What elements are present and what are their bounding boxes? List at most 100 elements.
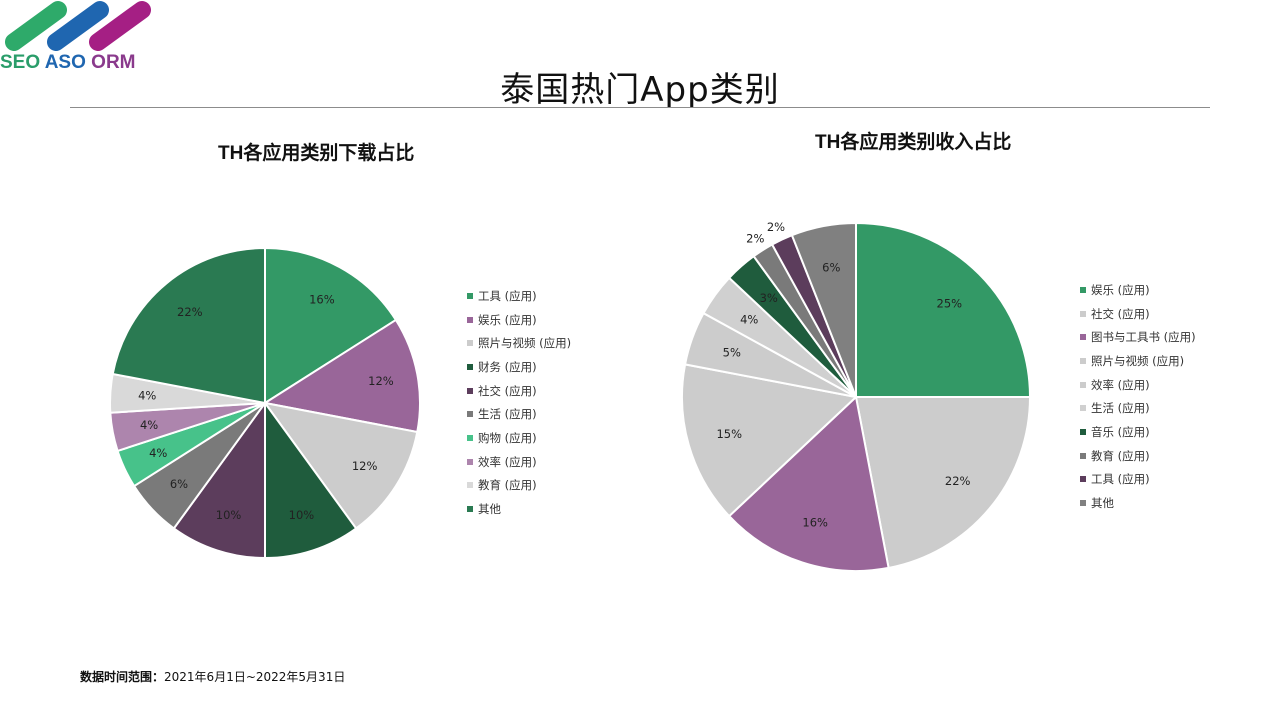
legend-swatch-icon <box>467 340 473 347</box>
legend-label: 图书与工具书 (应用) <box>1091 330 1196 345</box>
legend-swatch-icon <box>467 458 473 465</box>
legend-swatch-icon <box>1080 476 1086 483</box>
slice-data-label: 16% <box>309 293 335 307</box>
legend-swatch-icon <box>1080 405 1086 412</box>
pie-slice <box>264 246 398 405</box>
slice-data-label: 4% <box>149 446 167 460</box>
legend-item: 财务 (应用) <box>467 355 571 379</box>
legend-swatch-icon <box>1080 428 1086 435</box>
slice-data-label: 3% <box>760 291 778 305</box>
slice-data-label: 6% <box>170 477 188 491</box>
slice-data-label: 12% <box>368 374 394 388</box>
slice-data-label: 4% <box>140 418 158 432</box>
slice-data-label: 10% <box>289 508 315 522</box>
legend-label: 购物 (应用) <box>478 430 537 445</box>
legend-swatch-icon <box>467 434 473 441</box>
title-divider <box>70 107 1210 108</box>
pie-slice <box>727 395 890 572</box>
legend-label: 生活 (应用) <box>478 407 537 422</box>
legend-swatch-icon <box>467 411 473 418</box>
legend-label: 娱乐 (应用) <box>478 312 537 327</box>
footnote-label: 数据时间范围： <box>80 670 165 684</box>
legend-label: 社交 (应用) <box>478 383 537 398</box>
legend-item: 效率 (应用) <box>1080 373 1196 397</box>
legend-label: 社交 (应用) <box>1091 306 1150 321</box>
logo-stripes-icon <box>5 1 151 51</box>
legend-swatch-icon <box>1080 286 1086 293</box>
logo-seo: SEO <box>0 52 41 73</box>
legend-swatch-icon <box>467 482 473 489</box>
slice-data-label: 12% <box>352 459 378 473</box>
pie-slice <box>262 318 421 434</box>
legend-item: 工具 (应用) <box>1080 468 1196 492</box>
legend-label: 工具 (应用) <box>478 288 537 303</box>
legend-label: 生活 (应用) <box>1091 401 1150 416</box>
legend-swatch-icon <box>1080 452 1086 459</box>
legend-item: 娱乐 (应用) <box>467 308 571 332</box>
legend-swatch-icon <box>467 363 473 370</box>
slice-data-label: 16% <box>802 516 828 530</box>
legend-label: 娱乐 (应用) <box>1091 282 1150 297</box>
legend-label: 其他 <box>478 502 501 517</box>
slice-data-label: 22% <box>945 474 971 488</box>
brand-logo: SEO ASO ORM <box>0 0 160 76</box>
revenue-chart-legend: 娱乐 (应用) 社交 (应用) 图书与工具书 (应用) 照片与视频 (应用) 效率 (应… <box>1080 278 1196 515</box>
pie-slice <box>111 246 266 405</box>
slice-data-label: 25% <box>937 297 963 311</box>
pie-slice <box>855 221 1032 398</box>
legend-swatch-icon <box>467 387 473 394</box>
legend-swatch-icon <box>1080 357 1086 364</box>
legend-label: 工具 (应用) <box>1091 472 1150 487</box>
slice-data-label: 22% <box>177 305 203 319</box>
legend-swatch-icon <box>467 506 473 513</box>
legend-label: 教育 (应用) <box>478 478 537 493</box>
logo-aso: ASO <box>44 52 86 73</box>
legend-label: 照片与视频 (应用) <box>1091 353 1185 368</box>
pie-slice <box>681 363 859 518</box>
legend-label: 照片与视频 (应用) <box>478 336 572 351</box>
slice-data-label: 4% <box>138 389 156 403</box>
legend-item: 图书与工具书 (应用) <box>1080 325 1196 349</box>
legend-swatch-icon <box>467 292 473 299</box>
logo-orm: ORM <box>91 52 136 73</box>
legend-label: 教育 (应用) <box>1091 448 1150 463</box>
legend-item: 工具 (应用) <box>467 284 571 308</box>
slice-data-label: 2% <box>767 220 785 234</box>
legend-item: 社交 (应用) <box>467 379 571 403</box>
page-title: 泰国热门App类别 <box>500 70 780 110</box>
legend-swatch-icon <box>1080 381 1086 388</box>
legend-item: 其他 <box>467 497 571 521</box>
logo-text: SEO ASO ORM <box>0 52 136 74</box>
pie-slice <box>172 399 266 560</box>
data-range-footnote: 数据时间范围：2021年6月1日~2022年5月31日 <box>80 668 345 685</box>
legend-label: 财务 (应用) <box>478 359 537 374</box>
legend-swatch-icon <box>1080 310 1086 317</box>
slice-data-label: 6% <box>822 260 840 274</box>
legend-item: 照片与视频 (应用) <box>1080 349 1196 373</box>
legend-label: 其他 <box>1091 496 1114 511</box>
legend-item: 社交 (应用) <box>1080 302 1196 326</box>
legend-label: 效率 (应用) <box>478 454 537 469</box>
legend-item: 教育 (应用) <box>467 474 571 498</box>
legend-item: 其他 <box>1080 491 1196 515</box>
slice-data-label: 2% <box>746 231 764 245</box>
download-chart-legend: 工具 (应用) 娱乐 (应用) 照片与视频 (应用) 财务 (应用) 社交 (应用) 生活… <box>467 284 571 521</box>
footnote-value: 2021年6月1日~2022年5月31日 <box>164 670 346 684</box>
pie-slice <box>262 401 419 530</box>
legend-swatch-icon <box>1080 500 1086 507</box>
revenue-chart-title: TH各应用类别收入占比 <box>815 132 1012 153</box>
legend-item: 娱乐 (应用) <box>1080 278 1196 302</box>
pie-slice <box>790 221 857 398</box>
legend-item: 教育 (应用) <box>1080 444 1196 468</box>
legend-swatch-icon <box>467 316 473 323</box>
pie-slice <box>854 396 1032 570</box>
slice-data-label: 15% <box>716 427 742 441</box>
legend-item: 生活 (应用) <box>1080 396 1196 420</box>
legend-item: 效率 (应用) <box>467 450 571 474</box>
download-chart-title: TH各应用类别下载占比 <box>218 143 415 164</box>
legend-item: 照片与视频 (应用) <box>467 331 571 355</box>
slice-data-label: 10% <box>216 508 242 522</box>
legend-label: 效率 (应用) <box>1091 377 1150 392</box>
